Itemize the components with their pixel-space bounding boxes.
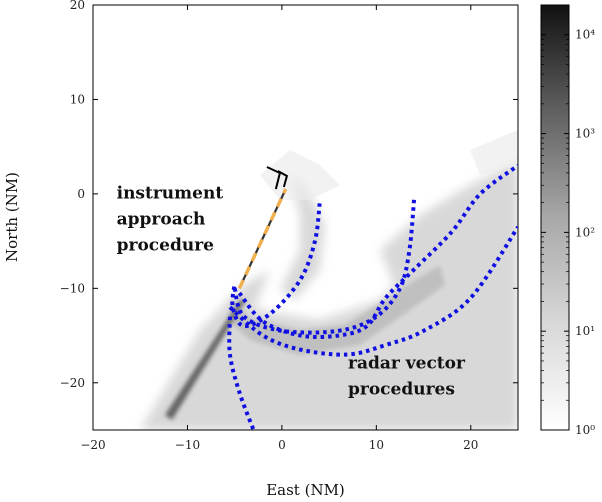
colorbar: [540, 4, 570, 431]
annotation-1: instrument approach procedure: [117, 184, 224, 256]
density-core-band: [228, 265, 445, 355]
approach-path-layer: [237, 188, 288, 290]
colorbar-tick-label: 10¹: [575, 324, 595, 338]
y-tick-label: −20: [60, 376, 85, 390]
x-tick-label: −10: [175, 438, 200, 452]
dotted-track-1: [230, 203, 322, 329]
dotted-track-2: [232, 198, 417, 335]
colorbar-ticks: 10⁰ 10¹ 10² 10³ 10⁴: [541, 4, 595, 437]
x-tick-label: −20: [80, 438, 105, 452]
density-faint-north: [260, 150, 340, 200]
annotation-line: radar vector: [348, 354, 466, 374]
density-heatmap: [140, 130, 518, 430]
x-tick-label: 10: [369, 438, 384, 452]
annotation-2: radar vector procedures: [348, 354, 466, 400]
density-faint-east: [470, 130, 518, 175]
runway-layer: [266, 166, 289, 190]
runway-marker-b: [277, 170, 289, 188]
density-final-approach: [165, 300, 246, 420]
annotation-line: procedure: [117, 236, 215, 256]
approach-dashed-path: [237, 188, 288, 290]
x-tick-label: 0: [278, 438, 286, 452]
x-axis-ticks: −20 −10 0 10 20: [80, 5, 478, 452]
plot-border: [92, 4, 519, 431]
y-tick-label: 10: [70, 92, 85, 106]
x-tick-label: 20: [463, 438, 478, 452]
y-tick-label: 20: [70, 0, 85, 12]
dotted-tracks-layer: [227, 163, 518, 430]
colorbar-tick-label: 10³: [575, 127, 595, 141]
dotted-track-5: [227, 316, 256, 430]
y-axis-label: North (NM): [3, 172, 21, 262]
density-east-arm: [380, 160, 518, 300]
y-axis-ticks: −20 −10 0 10 20: [60, 0, 518, 390]
plot-frame: [92, 4, 519, 431]
annotation-line: approach: [117, 210, 206, 230]
colorbar-tick-label: 10²: [575, 225, 595, 239]
colorbar-tick-label: 10⁰: [575, 423, 595, 437]
density-north-spur: [280, 175, 325, 300]
y-tick-label: 0: [77, 187, 85, 201]
colorbar-tick-label: 10⁴: [575, 28, 595, 42]
annotations: instrument approach procedure radar vector p…: [117, 184, 466, 400]
colorbar-gradient: [540, 4, 570, 431]
annotation-line: instrument: [117, 184, 224, 204]
x-axis-label: East (NM): [266, 481, 345, 499]
y-tick-label: −10: [60, 281, 85, 295]
annotation-line: procedures: [348, 380, 455, 400]
